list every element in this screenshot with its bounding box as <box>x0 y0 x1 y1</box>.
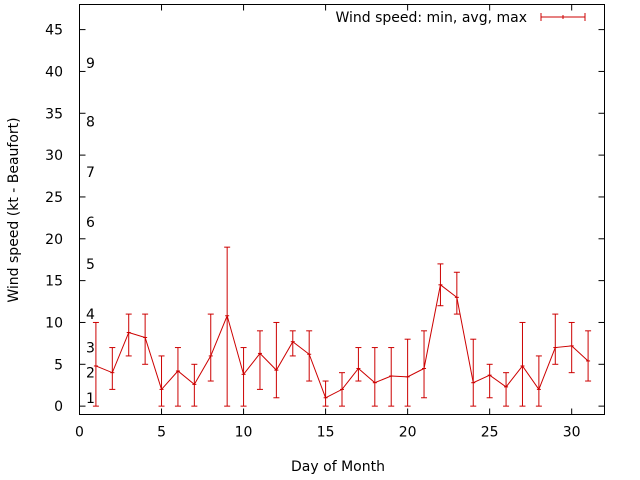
error-bar <box>273 321 280 399</box>
x-axis-title: Day of Month <box>291 459 385 475</box>
y-tick-label: 45 <box>45 23 63 39</box>
error-bar <box>322 380 329 407</box>
beaufort-label: 8 <box>86 115 95 131</box>
error-bar <box>568 321 575 374</box>
y-tick-label: 40 <box>45 64 63 80</box>
error-bar <box>371 347 378 407</box>
y-tick-label: 0 <box>54 399 63 415</box>
error-bar <box>109 347 116 390</box>
error-bar <box>404 338 411 407</box>
y-tick-label: 25 <box>45 190 63 206</box>
legend: Wind speed: min, avg, max <box>335 10 586 26</box>
error-bar <box>240 347 247 407</box>
error-bar <box>142 313 149 365</box>
error-bar <box>174 347 181 407</box>
beaufort-label: 6 <box>86 215 95 231</box>
error-bar <box>207 313 214 382</box>
x-tick-label: 15 <box>317 425 335 441</box>
error-bar <box>125 313 132 357</box>
error-bar <box>535 355 542 407</box>
x-tick-label: 20 <box>399 425 417 441</box>
series-wind-speed <box>92 246 592 407</box>
x-axis-ticks: 0 5 10 15 20 25 30 <box>75 4 581 441</box>
error-bar <box>437 263 444 307</box>
x-tick-label: 0 <box>75 425 84 441</box>
y-tick-label: 30 <box>45 148 63 164</box>
plot-frame <box>79 4 605 415</box>
legend-swatch <box>540 13 586 21</box>
beaufort-label: 3 <box>86 341 95 357</box>
error-bar <box>289 330 296 357</box>
error-bar <box>224 246 231 407</box>
beaufort-label: 1 <box>86 391 95 407</box>
error-bar <box>486 363 493 399</box>
error-bar <box>306 330 313 382</box>
error-bar <box>92 321 99 407</box>
error-bar <box>519 321 526 407</box>
beaufort-label: 9 <box>86 56 95 72</box>
beaufort-label: 2 <box>86 366 95 382</box>
beaufort-label: 4 <box>86 307 95 323</box>
beaufort-label: 5 <box>86 257 95 273</box>
error-bar <box>339 372 345 407</box>
error-bar <box>585 330 592 382</box>
y-tick-label: 5 <box>54 357 63 373</box>
x-tick-label: 10 <box>235 425 253 441</box>
y-tick-label: 35 <box>45 106 63 122</box>
y-axis-title: Wind speed (kt - Beaufort) <box>6 117 22 302</box>
error-bar <box>552 313 559 365</box>
y-tick-label: 10 <box>45 315 63 331</box>
error-bar <box>388 347 395 407</box>
y-tick-label: 15 <box>45 274 63 290</box>
error-bar <box>355 347 362 382</box>
x-tick-label: 25 <box>481 425 499 441</box>
error-bar <box>256 330 263 390</box>
error-bar <box>421 330 428 399</box>
axes <box>79 4 605 415</box>
error-bar <box>191 363 198 407</box>
beaufort-scale-labels: 1 2 3 4 5 6 7 8 9 <box>86 56 95 407</box>
error-bar <box>453 271 460 315</box>
x-tick-label: 30 <box>563 425 581 441</box>
y-tick-label: 20 <box>45 232 63 248</box>
error-bar <box>470 338 477 407</box>
error-bar <box>503 372 510 407</box>
x-tick-label: 5 <box>157 425 166 441</box>
beaufort-label: 7 <box>86 165 95 181</box>
error-bar <box>158 355 165 407</box>
legend-label: Wind speed: min, avg, max <box>335 10 527 26</box>
